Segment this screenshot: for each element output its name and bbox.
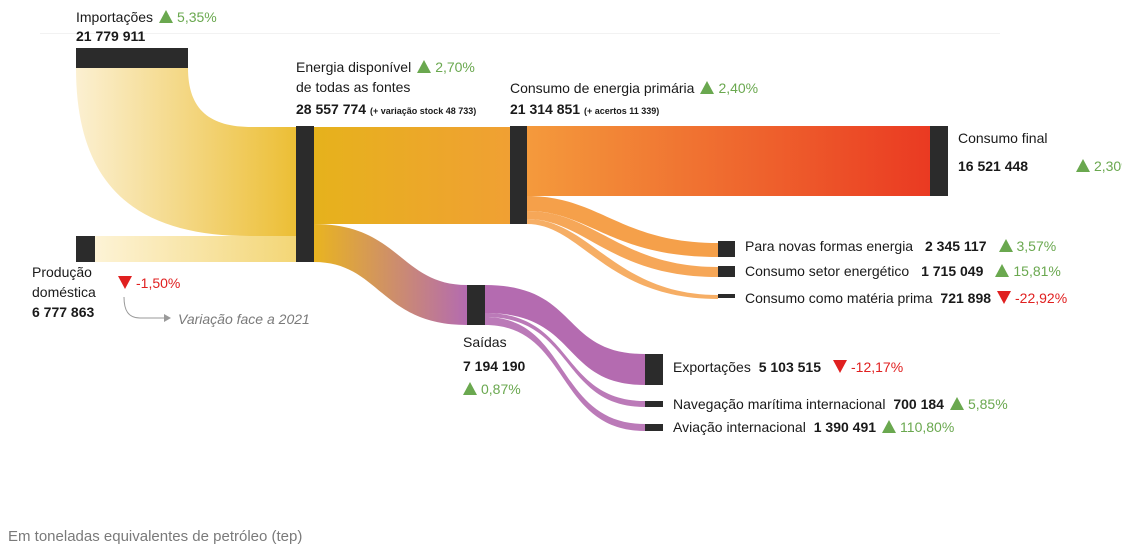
importacoes-value: 21 779 911 xyxy=(76,28,146,44)
variation-arrow xyxy=(123,296,168,319)
node-materia xyxy=(718,294,735,298)
setor-change: 15,81% xyxy=(1013,263,1061,279)
label-aviacao: Aviação internacional 1 390 491 110,80% xyxy=(673,418,954,436)
materia-change: -22,92% xyxy=(1015,290,1068,306)
final-value-wrap: 16 521 448 2,30% xyxy=(958,157,1122,175)
importacoes-change: 5,35% xyxy=(177,9,217,25)
flow-producao xyxy=(95,236,296,262)
flow-aviacao xyxy=(485,317,645,431)
up-arrow-icon xyxy=(417,60,432,73)
final-value: 16 521 448 xyxy=(958,158,1029,174)
label-setor: Consumo setor energético 1 715 049 15,81% xyxy=(745,262,1061,280)
node-importacoes xyxy=(76,48,188,68)
down-arrow-icon xyxy=(833,360,848,373)
aviacao-value: 1 390 491 xyxy=(813,419,877,435)
primaria-extra: (+ acertos 11 339) xyxy=(583,106,660,116)
node-disponivel xyxy=(296,126,314,262)
up-arrow-icon xyxy=(463,382,477,395)
flow-primaria xyxy=(314,127,510,224)
flow-novas xyxy=(527,196,718,257)
node-producao xyxy=(76,236,95,262)
exportacoes-value: 5 103 515 xyxy=(758,359,822,375)
disponivel-change: 2,70% xyxy=(435,59,475,75)
node-final xyxy=(930,126,948,196)
navegacao-change: 5,85% xyxy=(967,396,1008,412)
flow-importacoes xyxy=(76,68,296,236)
primaria-name: Consumo de energia primária xyxy=(510,80,695,96)
node-saidas xyxy=(467,285,485,325)
up-arrow-icon xyxy=(998,239,1013,252)
producao-change: -1,50% xyxy=(136,275,181,291)
setor-value: 1 715 049 xyxy=(921,263,984,279)
importacoes-name: Importações xyxy=(76,9,154,25)
label-novas: Para novas formas energia 2 345 117 3,57% xyxy=(745,237,1056,255)
down-arrow-icon xyxy=(997,291,1012,304)
producao-name-1: Produção xyxy=(32,264,92,280)
navegacao-value: 700 184 xyxy=(893,396,944,412)
saidas-change-wrap: 0,87% xyxy=(457,380,521,398)
up-arrow-icon xyxy=(159,10,174,23)
label-importacoes: Importações 5,35% xyxy=(76,8,217,26)
novas-value: 2 345 117 xyxy=(924,238,987,254)
setor-name: Consumo setor energético xyxy=(745,263,910,279)
navegacao-name: Navegação marítima internacional xyxy=(673,396,886,412)
materia-value: 721 898 xyxy=(940,290,992,306)
primaria-value-wrap: 21 314 851 (+ acertos 11 339) xyxy=(510,100,659,120)
disponivel-value: 28 557 774 xyxy=(296,101,367,117)
final-name: Consumo final xyxy=(958,130,1048,146)
variation-note: Variação face a 2021 xyxy=(178,311,310,327)
disponivel-extra: (+ variação stock 48 733) xyxy=(369,106,477,116)
label-navegacao: Navegação marítima internacional 700 184… xyxy=(673,395,1008,413)
exportacoes-change: -12,17% xyxy=(851,359,904,375)
up-arrow-icon xyxy=(995,264,1010,277)
label-exportacoes: Exportações 5 103 515 -12,17% xyxy=(673,358,903,376)
exportacoes-name: Exportações xyxy=(673,359,751,375)
saidas-change: 0,87% xyxy=(481,381,521,397)
producao-change-wrap: -1,50% xyxy=(112,274,180,292)
disponivel-name-1: Energia disponível xyxy=(296,59,412,75)
node-primaria xyxy=(510,126,527,224)
novas-name: Para novas formas energia xyxy=(745,238,914,254)
up-arrow-icon xyxy=(949,397,964,410)
flow-setor xyxy=(527,211,718,277)
novas-change: 3,57% xyxy=(1016,238,1057,254)
flow-final xyxy=(527,126,930,196)
primaria-change: 2,40% xyxy=(718,80,759,96)
disponivel-value-wrap: 28 557 774 (+ variação stock 48 733) xyxy=(296,100,476,120)
primaria-value: 21 314 851 xyxy=(510,101,581,117)
aviacao-name: Aviação internacional xyxy=(673,419,806,435)
up-arrow-icon xyxy=(700,81,715,94)
node-exportacoes xyxy=(645,354,663,385)
flow-exportacoes xyxy=(485,285,645,385)
variation-arrowhead xyxy=(164,314,171,322)
up-arrow-icon xyxy=(1075,159,1090,172)
aviacao-change: 110,80% xyxy=(900,419,955,435)
saidas-name: Saídas xyxy=(463,334,507,350)
producao-name-2: doméstica xyxy=(32,284,96,300)
materia-name: Consumo como matéria prima xyxy=(745,290,933,306)
final-change: 2,30% xyxy=(1093,158,1122,174)
up-arrow-icon xyxy=(882,420,897,433)
label-disponivel: Energia disponível 2,70% xyxy=(296,58,475,76)
node-navegacao xyxy=(645,401,663,407)
producao-value: 6 777 863 xyxy=(32,304,95,320)
node-setor xyxy=(718,266,735,277)
label-primaria: Consumo de energia primária 2,40% xyxy=(510,79,758,97)
saidas-value: 7 194 190 xyxy=(463,358,526,374)
node-aviacao xyxy=(645,424,663,431)
disponivel-name-2: de todas as fontes xyxy=(296,79,411,95)
down-arrow-icon xyxy=(118,276,132,289)
flow-materia xyxy=(527,219,718,299)
node-novas xyxy=(718,241,735,257)
units-note: Em toneladas equivalentes de petróleo (t… xyxy=(8,528,303,545)
label-materia: Consumo como matéria prima 721 898 -22,92… xyxy=(745,289,1067,307)
flow-saidas xyxy=(314,224,467,325)
